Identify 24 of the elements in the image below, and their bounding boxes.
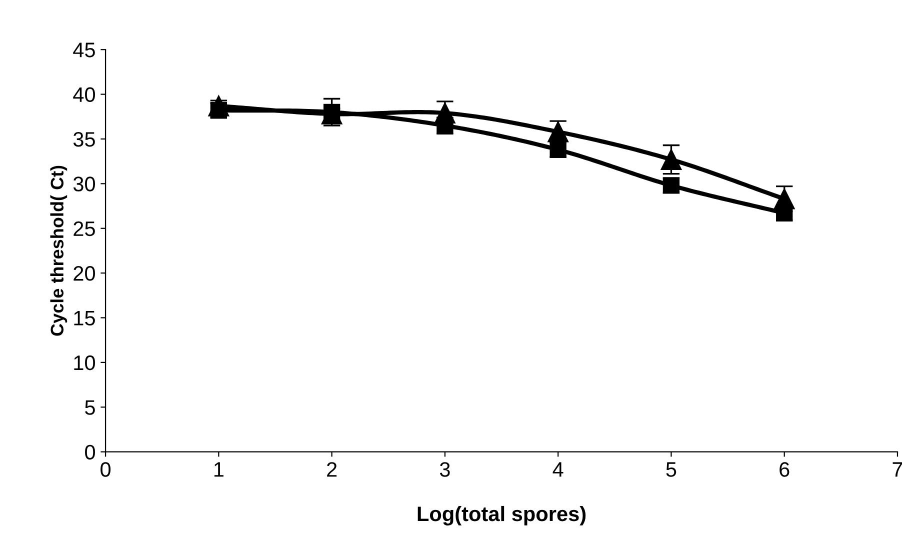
y-tick-label: 15 — [74, 310, 95, 326]
x-tick-label: 5 — [666, 462, 676, 477]
y-tick-label: 5 — [85, 400, 95, 415]
y-tick-label: 30 — [73, 176, 95, 192]
y-axis-title: Cycle threshold( Ct) — [50, 166, 68, 336]
y-tick-label: 25 — [74, 221, 95, 236]
y-tick-label: 35 — [73, 132, 95, 147]
x-tick-label: 1 — [214, 462, 224, 477]
x-tick-label: 6 — [780, 462, 790, 477]
y-tick-label: 20 — [74, 266, 95, 281]
x-axis-title: Log(total spores) — [418, 506, 586, 526]
y-tick-label: 45 — [73, 42, 95, 58]
x-tick-label: 2 — [327, 462, 337, 477]
point — [550, 141, 566, 158]
x-tick-label: 0 — [100, 462, 111, 477]
x-tick-label: 3 — [440, 462, 450, 477]
point — [323, 104, 340, 120]
y-tick-label: 0 — [85, 444, 95, 460]
x-tick-label: 7 — [892, 462, 902, 477]
point — [660, 149, 682, 170]
y-tick-label: 40 — [73, 87, 95, 102]
y-tick-label: 10 — [74, 355, 95, 370]
point — [662, 177, 680, 194]
x-tick-label: 4 — [552, 462, 564, 477]
